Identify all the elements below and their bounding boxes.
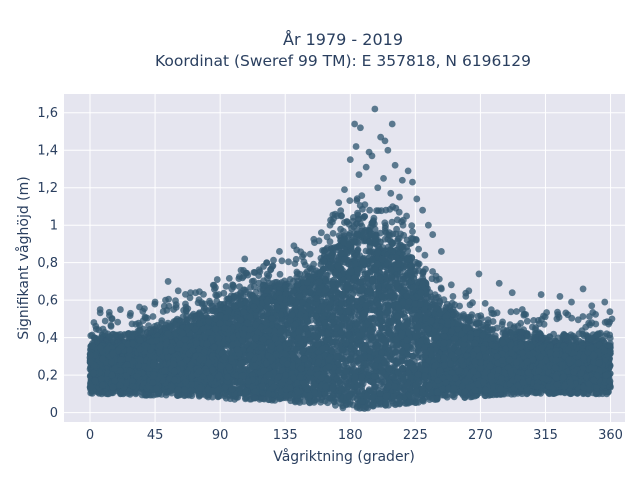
scatter-point bbox=[196, 309, 203, 316]
scatter-point bbox=[310, 261, 317, 268]
scatter-point bbox=[500, 330, 507, 337]
scatter-point bbox=[165, 320, 172, 327]
scatter-point bbox=[97, 335, 104, 342]
scatter-point bbox=[252, 395, 259, 402]
scatter-point bbox=[118, 333, 125, 340]
scatter-point bbox=[472, 393, 479, 400]
scatter-point bbox=[396, 401, 403, 408]
scatter-point bbox=[407, 399, 414, 406]
scatter-point bbox=[89, 332, 96, 339]
scatter-point bbox=[434, 395, 441, 402]
scatter-point bbox=[304, 268, 311, 275]
scatter-point bbox=[361, 213, 368, 220]
scatter-point bbox=[354, 220, 361, 227]
chart-title-line-1: År 1979 - 2019 bbox=[283, 30, 403, 49]
chart-title-line-2: Koordinat (Sweref 99 TM): E 357818, N 61… bbox=[155, 52, 531, 70]
scatter-point bbox=[294, 270, 301, 277]
scatter-point bbox=[527, 334, 534, 341]
scatter-point bbox=[332, 402, 339, 409]
scatter-point bbox=[487, 327, 494, 334]
scatter-point bbox=[321, 248, 328, 255]
